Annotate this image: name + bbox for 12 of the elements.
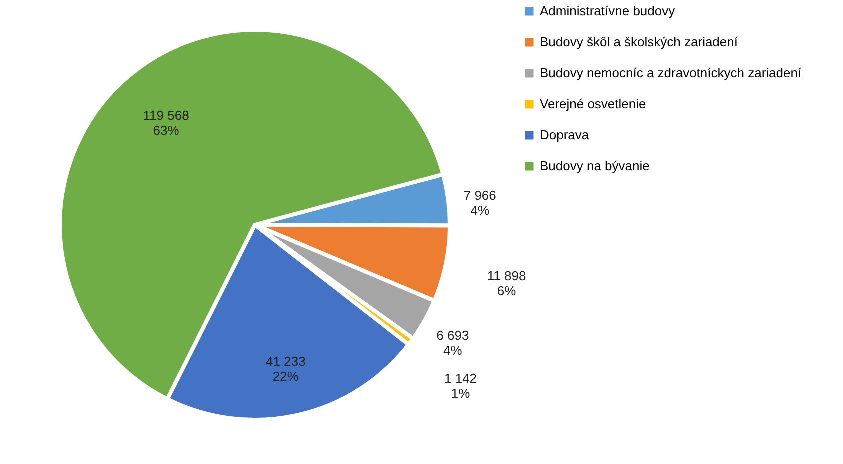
data-label: 6 693 4% [436, 328, 470, 358]
legend-label: Budovy škôl a školských zariadení [540, 34, 738, 50]
legend-label: Budovy nemocníc a zdravotníckych zariadení [540, 66, 802, 80]
data-label: 11 898 6% [487, 268, 526, 299]
data-label: 1 142 1% [444, 370, 478, 401]
legend-label: Verejné osvetlenie [540, 96, 646, 112]
data-label: 41 233 22% [266, 354, 306, 384]
legend-label: Budovy na bývanie [540, 158, 650, 174]
legend-label: Administratívne budovy [540, 4, 676, 18]
data-label: 7 966 4% [464, 188, 496, 218]
legend-label: Doprava [540, 128, 590, 142]
data-label: 119 568 63% [143, 108, 190, 138]
